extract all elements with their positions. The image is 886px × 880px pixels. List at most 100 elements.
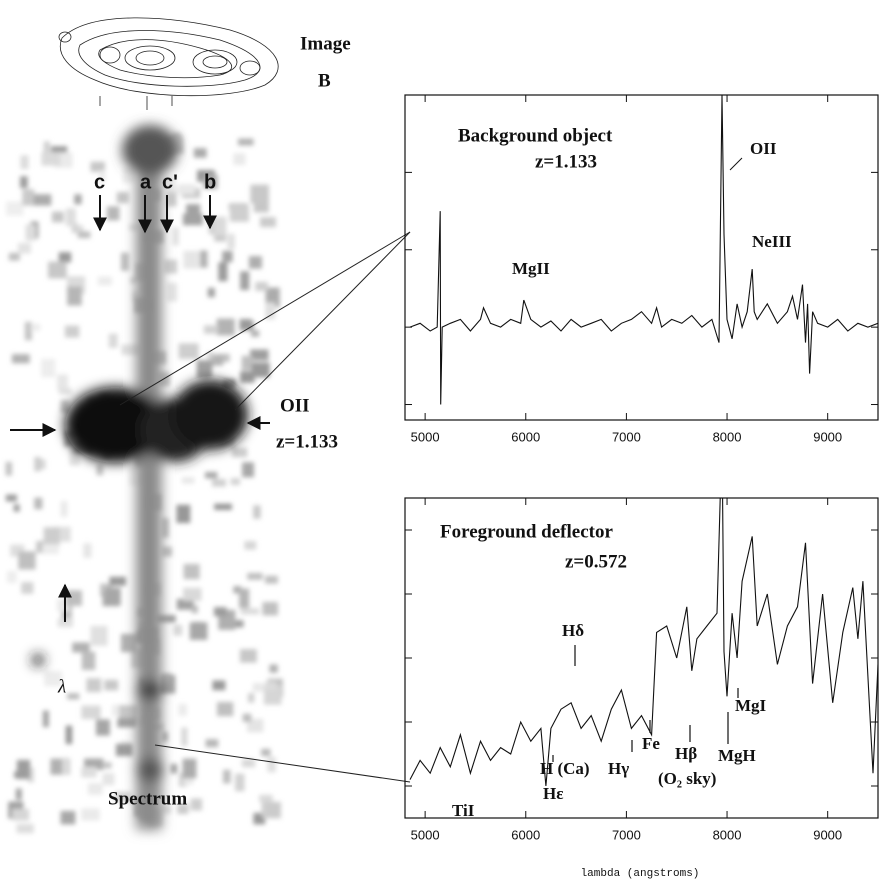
speckle xyxy=(247,320,254,331)
speckle xyxy=(161,546,173,557)
speckle xyxy=(183,587,202,602)
redshift-label: z=1.133 xyxy=(276,431,338,452)
speckle xyxy=(255,281,268,291)
speckle xyxy=(250,184,269,204)
speckle xyxy=(72,642,90,653)
speckle xyxy=(21,582,34,594)
speckle xyxy=(60,501,68,517)
speckle xyxy=(190,798,203,811)
speckle xyxy=(161,731,168,742)
speckle xyxy=(181,477,195,484)
speckle xyxy=(231,447,248,458)
speckle xyxy=(67,286,82,306)
speckle xyxy=(96,464,104,476)
speckle xyxy=(44,671,62,687)
speckle xyxy=(240,371,255,383)
speckle xyxy=(86,678,102,693)
speckle xyxy=(233,586,242,594)
line-annotation: (O₂ sky) xyxy=(658,769,716,788)
speckle xyxy=(229,620,244,628)
speckle xyxy=(74,194,82,205)
speckle xyxy=(6,570,17,583)
line-annotation: H (Ca) xyxy=(540,759,590,778)
speckle xyxy=(77,231,91,239)
speckle xyxy=(247,718,264,733)
speckle xyxy=(167,282,178,302)
speckle xyxy=(102,762,112,769)
speckle xyxy=(76,225,84,234)
speckle xyxy=(265,302,276,320)
line-annotation: NeIII xyxy=(752,232,792,251)
x-tick-label: 6000 xyxy=(511,827,540,842)
speckle xyxy=(17,242,31,254)
x-tick-label: 5000 xyxy=(411,827,440,842)
speckle xyxy=(238,138,254,146)
speckle xyxy=(84,758,104,770)
image-label: Image xyxy=(300,33,351,54)
speckle xyxy=(259,794,273,803)
component-label: c' xyxy=(162,171,178,193)
spectrum-image xyxy=(5,125,283,834)
x-tick-label: 9000 xyxy=(813,429,842,444)
speckle xyxy=(98,170,106,184)
speckle xyxy=(229,205,249,222)
chart: 5000 6000 7000 8000 9000 Foreground deflector… xyxy=(404,497,879,880)
speckle xyxy=(111,704,125,717)
chart-subtitle: z=1.133 xyxy=(535,151,597,172)
speckle xyxy=(69,447,80,466)
speckle xyxy=(233,153,246,165)
speckle xyxy=(261,748,271,757)
speckle xyxy=(25,224,36,241)
speckle xyxy=(172,132,182,151)
speckle xyxy=(178,343,199,359)
speckle xyxy=(253,813,266,825)
speckle xyxy=(222,769,231,784)
speckle xyxy=(261,799,269,818)
speckle xyxy=(58,252,72,263)
speckle xyxy=(41,152,61,166)
speckle xyxy=(42,544,59,555)
speckle xyxy=(250,330,260,337)
speckle xyxy=(95,719,110,736)
speckle xyxy=(120,252,130,271)
speckle xyxy=(43,527,60,547)
speckle xyxy=(252,682,264,692)
speckle xyxy=(262,602,278,616)
speckle xyxy=(97,276,112,286)
speckle xyxy=(83,543,92,558)
speckle xyxy=(248,256,262,269)
speckle xyxy=(222,250,233,263)
chart-subtitle: z=0.572 xyxy=(565,551,627,572)
speckle xyxy=(130,277,137,284)
speckle xyxy=(122,168,135,184)
line-annotation: Hε xyxy=(543,784,564,803)
speckle xyxy=(240,271,250,291)
speckle xyxy=(59,388,72,395)
speckle xyxy=(34,497,43,510)
speckle xyxy=(115,743,133,757)
speckle xyxy=(27,767,35,783)
speckle xyxy=(205,471,218,479)
speckle xyxy=(57,618,73,628)
speckle xyxy=(230,478,241,486)
line-annotation: Fe xyxy=(642,734,660,753)
speckle xyxy=(239,319,252,331)
x-tick-label: 5000 xyxy=(411,429,440,444)
speckle xyxy=(216,318,235,336)
speckle xyxy=(43,141,50,157)
plot-frame xyxy=(404,497,879,819)
line-annotation: Hγ xyxy=(608,759,629,778)
speckle xyxy=(121,344,141,355)
speckle xyxy=(191,605,198,614)
line-label: OII xyxy=(280,395,310,416)
speckle xyxy=(60,811,76,825)
speckle xyxy=(65,590,83,606)
x-tick-label: 8000 xyxy=(713,429,742,444)
speckle xyxy=(206,352,215,367)
speckle xyxy=(34,456,41,472)
speckle xyxy=(15,788,22,800)
speckle xyxy=(156,615,176,623)
speckle xyxy=(62,757,69,775)
image-id: B xyxy=(318,70,331,91)
speckle xyxy=(104,679,119,691)
